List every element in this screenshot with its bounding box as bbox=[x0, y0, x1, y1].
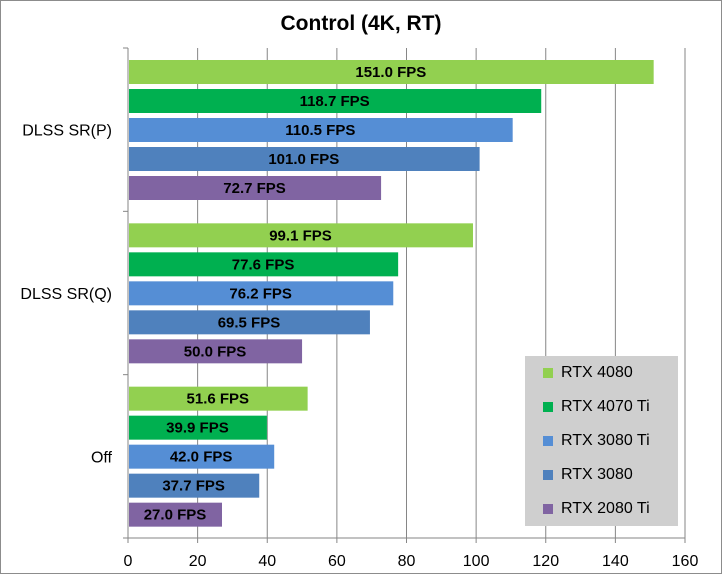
bar bbox=[129, 444, 275, 469]
legend-item: RTX 4080 bbox=[543, 363, 633, 383]
legend-swatch bbox=[543, 470, 553, 480]
bar bbox=[129, 223, 473, 248]
category-label: Off bbox=[91, 449, 113, 466]
legend-item: RTX 3080 bbox=[543, 465, 633, 485]
x-tick-label: 160 bbox=[672, 553, 699, 570]
bar bbox=[129, 386, 308, 411]
bar bbox=[129, 118, 513, 142]
bar bbox=[129, 502, 222, 527]
legend-swatch bbox=[543, 368, 553, 378]
legend-swatch bbox=[543, 436, 553, 446]
legend: RTX 4080 RTX 4070 Ti RTX 3080 Ti RTX 3080 RT… bbox=[525, 356, 678, 526]
x-tick-label: 20 bbox=[189, 553, 207, 570]
legend-item: RTX 3080 Ti bbox=[543, 431, 650, 451]
legend-label: RTX 4080 bbox=[561, 364, 633, 381]
bar-value-label: 39.9 FPS bbox=[166, 420, 229, 437]
x-tick-label: 60 bbox=[328, 553, 346, 570]
bar bbox=[129, 310, 370, 335]
bar bbox=[129, 339, 303, 364]
category-label: DLSS SR(Q) bbox=[20, 286, 112, 303]
x-tick-label: 100 bbox=[463, 553, 490, 570]
bar-value-label: 42.0 FPS bbox=[170, 449, 233, 466]
x-tick-label: 140 bbox=[602, 553, 629, 570]
legend-swatch bbox=[543, 504, 553, 514]
bar-value-label: 77.6 FPS bbox=[232, 256, 295, 273]
bar bbox=[129, 415, 267, 440]
bar-value-label: 37.7 FPS bbox=[162, 478, 225, 495]
legend-label: RTX 3080 Ti bbox=[561, 432, 650, 449]
bar-value-label: 110.5 FPS bbox=[285, 122, 355, 139]
legend-swatch bbox=[543, 402, 553, 412]
bar bbox=[129, 176, 382, 200]
bar-value-label: 27.0 FPS bbox=[144, 507, 207, 524]
bar bbox=[129, 473, 260, 498]
bar bbox=[129, 281, 394, 306]
x-tick-label: 120 bbox=[532, 553, 559, 570]
bar-value-label: 118.7 FPS bbox=[300, 93, 370, 110]
x-tick-label: 0 bbox=[124, 553, 133, 570]
category-label: DLSS SR(P) bbox=[22, 123, 112, 140]
legend-label: RTX 2080 Ti bbox=[561, 500, 650, 517]
bar-value-label: 76.2 FPS bbox=[229, 285, 292, 302]
bar bbox=[129, 60, 654, 84]
bar-value-label: 101.0 FPS bbox=[268, 151, 339, 168]
bar bbox=[129, 147, 480, 171]
bar-value-label: 151.0 FPS bbox=[355, 64, 426, 81]
bar bbox=[129, 252, 399, 277]
bar-value-label: 69.5 FPS bbox=[218, 314, 281, 331]
bar-value-label: 50.0 FPS bbox=[184, 343, 247, 360]
legend-item: RTX 4070 Ti bbox=[543, 397, 650, 417]
x-tick-label: 40 bbox=[258, 553, 276, 570]
bar-value-label: 99.1 FPS bbox=[269, 227, 332, 244]
chart-title: Control (4K, RT) bbox=[280, 12, 442, 35]
legend-label: RTX 4070 Ti bbox=[561, 398, 650, 415]
x-tick-label: 80 bbox=[398, 553, 416, 570]
legend-item: RTX 2080 Ti bbox=[543, 499, 650, 519]
bar-value-label: 72.7 FPS bbox=[223, 180, 286, 197]
bar-value-label: 51.6 FPS bbox=[187, 391, 250, 408]
bar bbox=[129, 89, 542, 113]
legend-label: RTX 3080 bbox=[561, 466, 633, 483]
